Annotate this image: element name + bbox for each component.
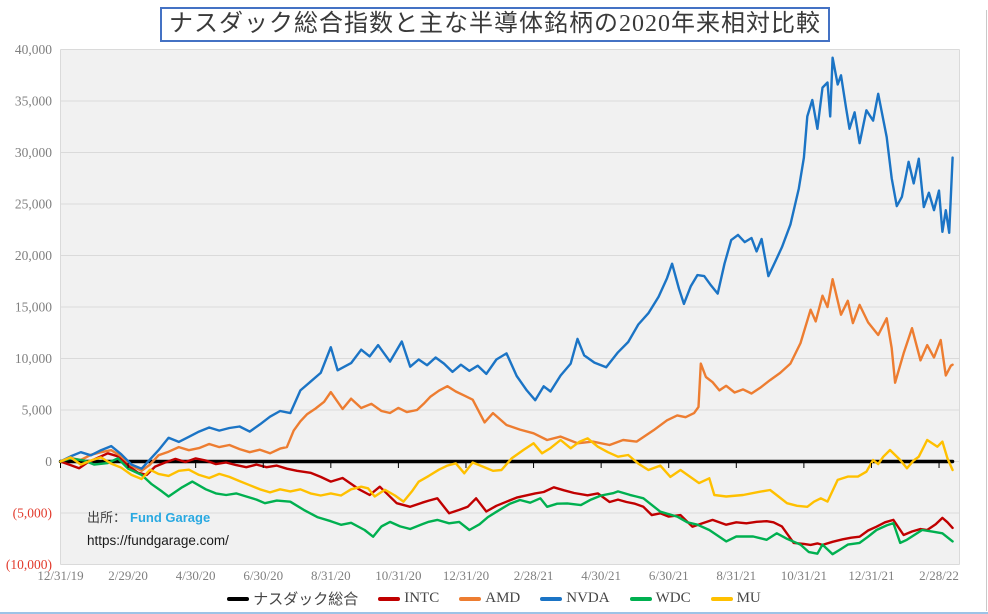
x-axis-label: 6/30/21 [649, 568, 689, 583]
y-axis-label: 5,000 [22, 403, 53, 418]
legend-swatch-nasdaq [227, 596, 250, 601]
x-axis-label: 6/30/20 [243, 568, 283, 583]
source-url: https://fundgarage.com/ [87, 533, 229, 548]
legend-label-NVDA: NVDA [566, 590, 610, 606]
series-line-MU [59, 437, 954, 508]
legend-label-AMD: AMD [485, 590, 521, 606]
x-axis-label: 8/31/21 [716, 568, 756, 583]
source-link[interactable]: Fund Garage [130, 510, 211, 525]
legend-swatch-NVDA [540, 596, 563, 601]
x-axis-label: 8/31/20 [311, 568, 351, 583]
source-line: 出所： Fund Garage [87, 507, 229, 526]
legend-swatch-MU [710, 596, 733, 601]
chart-title-box: ナスダック総合指数と主な半導体銘柄の2020年来相対比較 [160, 7, 830, 42]
x-axis-label: 2/28/21 [514, 568, 554, 583]
x-axis-label: 4/30/21 [581, 568, 621, 583]
legend-item-nasdaq: ナスダック総合 [227, 588, 358, 609]
series-line-NVDA [59, 56, 954, 470]
source-block: 出所： Fund Garage https://fundgarage.com/ [87, 507, 229, 548]
right-edge-line [986, 10, 987, 611]
x-axis-label: 10/31/20 [375, 568, 421, 583]
y-axis-label: 0 [45, 454, 52, 469]
legend-label-nasdaq: ナスダック総合 [253, 592, 359, 608]
legend-label-WDC: WDC [655, 590, 691, 606]
y-axis-label: 15,000 [15, 300, 52, 315]
x-axis-label: 12/31/19 [37, 568, 83, 583]
series-line-WDC [59, 457, 954, 556]
y-axis-label: 30,000 [15, 145, 52, 160]
legend-label-MU: MU [736, 590, 761, 606]
x-axis-label: 4/30/20 [176, 568, 216, 583]
y-axis-label: 40,000 [15, 42, 52, 57]
relative-comparison-chart: 40,000 35,000 30,000 25,000 20,000 15,000 10,0… [6, 42, 960, 583]
x-axis-label: 2/29/20 [108, 568, 148, 583]
y-axis-label: 10,000 [15, 351, 52, 366]
source-prefix: 出所： [87, 510, 127, 525]
series-line-AMD [59, 278, 954, 472]
bottom-edge-line [0, 612, 988, 614]
y-axis-label: (5,000) [13, 506, 52, 521]
legend-item-INTC: INTC [378, 590, 439, 607]
x-axis-label: 2/28/22 [919, 568, 959, 583]
series-line-INTC [59, 452, 954, 547]
legend-item-MU: MU [710, 590, 761, 607]
legend-swatch-AMD [459, 596, 482, 601]
legend-item-NVDA: NVDA [540, 590, 610, 607]
x-axis-label: 12/31/20 [443, 568, 489, 583]
legend-swatch-INTC [378, 596, 401, 601]
y-axis-label: 20,000 [15, 248, 52, 263]
x-axis-label: 12/31/21 [848, 568, 894, 583]
legend-item-AMD: AMD [459, 590, 520, 607]
legend-swatch-WDC [629, 596, 652, 601]
y-axis-label: (10,000) [6, 557, 52, 572]
y-axis-label: 25,000 [15, 197, 52, 212]
y-axis-label: 35,000 [15, 94, 52, 109]
legend-label-INTC: INTC [404, 590, 440, 606]
chart-title: ナスダック総合指数と主な半導体銘柄の2020年来相対比較 [169, 11, 821, 37]
legend-item-WDC: WDC [629, 590, 691, 607]
legend: ナスダック総合 INTC AMD NVDA WDC MU [0, 588, 988, 609]
x-axis-label: 10/31/21 [781, 568, 827, 583]
